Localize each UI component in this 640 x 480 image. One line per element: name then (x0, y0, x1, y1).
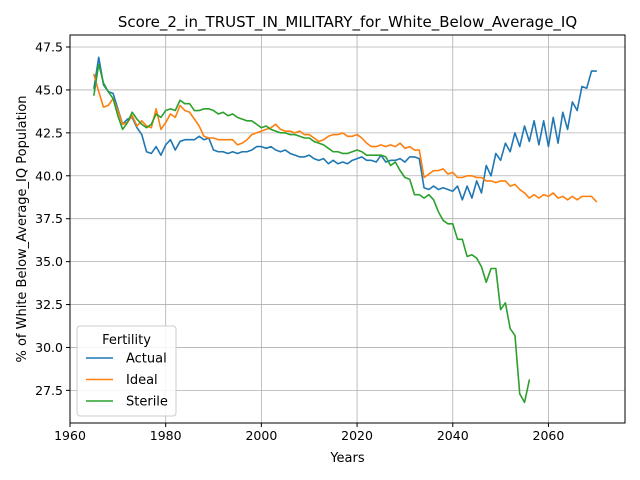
x-tick-label: 1980 (150, 428, 182, 443)
legend: Fertility Actual Ideal Sterile (76, 325, 177, 417)
y-tick-label: 37.5 (35, 211, 63, 226)
series-line-actual (93, 56, 598, 201)
y-tick-label: 42.5 (35, 125, 63, 140)
legend-title: Fertility (102, 333, 151, 348)
x-axis-title: Years (329, 451, 365, 466)
series-lines (93, 56, 598, 404)
legend-box (76, 325, 177, 417)
x-tick-label: 2040 (437, 428, 469, 443)
plot-frame (69, 34, 626, 424)
y-tick-label: 27.5 (35, 383, 63, 398)
y-tick-label: 32.5 (35, 297, 63, 312)
legend-items: Actual Ideal Sterile (86, 352, 168, 410)
y-axis-title: % of White Below_Average_IQ Population (15, 95, 30, 362)
x-tick-label: 2000 (245, 428, 277, 443)
y-tick-label: 40.0 (35, 168, 63, 183)
legend-label-ideal: Ideal (126, 373, 158, 388)
y-tick-label: 35.0 (35, 254, 63, 269)
x-axis: 1960 1980 2000 2020 2040 2060 (54, 423, 564, 443)
chart-title: Score_2_in_TRUST_IN_MILITARY_for_White_B… (118, 13, 577, 32)
y-tick-label: 30.0 (35, 340, 63, 355)
gridlines (69, 35, 625, 423)
y-tick-label: 45.0 (35, 82, 63, 97)
y-tick-label: 47.5 (35, 40, 63, 55)
x-tick-label: 1960 (54, 428, 86, 443)
x-tick-label: 2020 (341, 428, 373, 443)
series-line-sterile (93, 63, 531, 404)
legend-label-sterile: Sterile (126, 395, 168, 410)
x-tick-label: 2060 (533, 428, 565, 443)
legend-label-actual: Actual (126, 352, 167, 367)
y-axis: 27.5 30.0 32.5 35.0 37.5 40.0 42.5 45.0 47.5 (35, 40, 70, 398)
series-line-ideal (93, 73, 598, 203)
